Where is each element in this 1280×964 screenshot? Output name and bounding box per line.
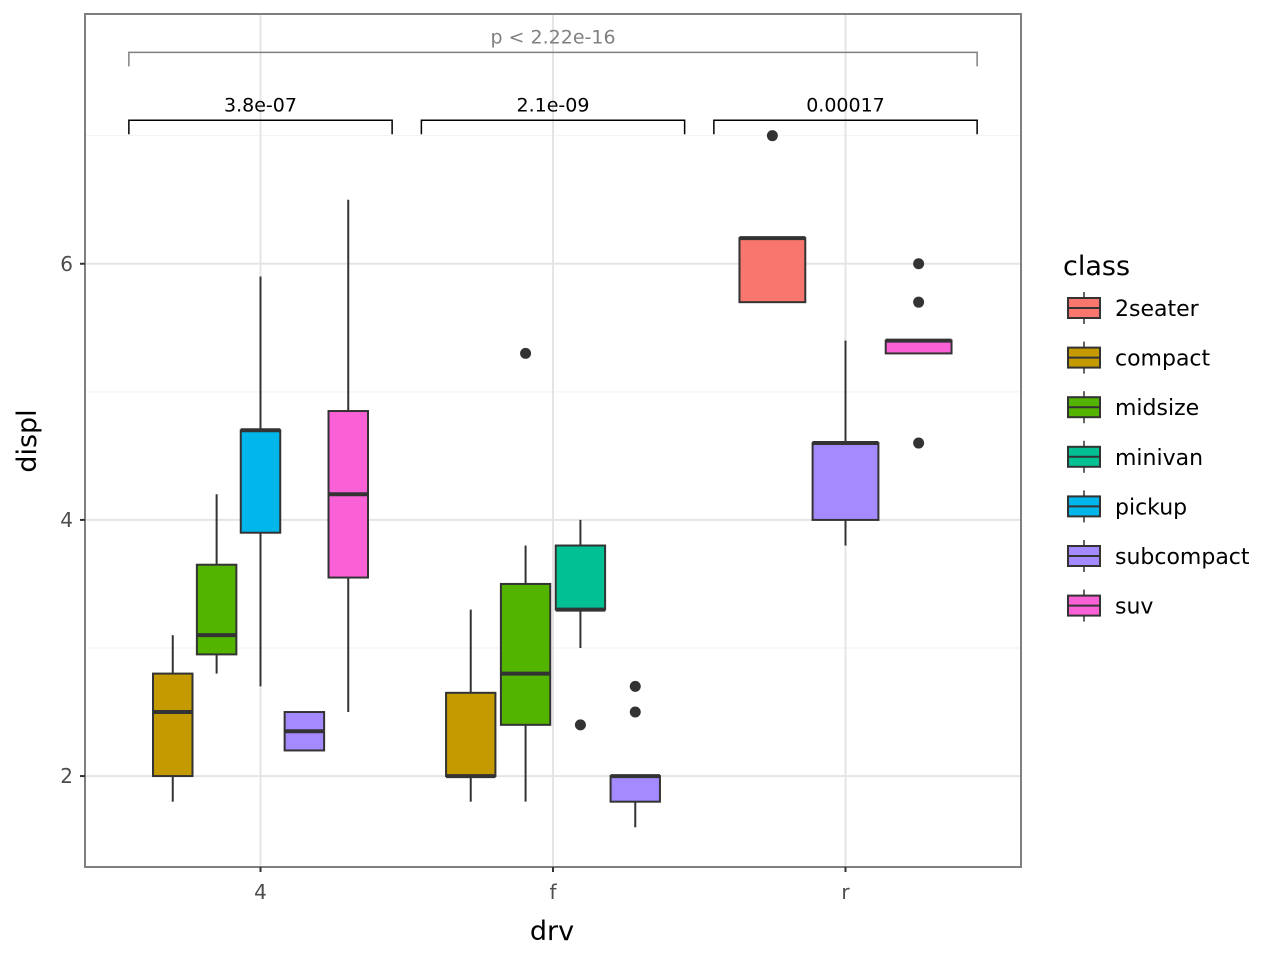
legend-label: suv [1115,595,1153,620]
outlier-point [520,347,532,359]
y-tick-label: 2 [60,764,73,788]
y-tick-label: 6 [60,252,73,276]
y-tick-label: 4 [60,508,73,532]
box-f-compact [445,691,497,778]
box-f-midsize [499,582,552,726]
outlier-point [766,130,778,142]
outlier-point [913,258,925,270]
overall-p-value-bracket [128,51,978,67]
legend-label: midsize [1115,396,1199,421]
box-f-minivan [554,544,607,611]
x-axis-title: drv [530,916,574,947]
outlier-point [913,296,925,308]
x-tick-label: f [549,880,557,904]
legend-title: class [1063,251,1130,282]
box-r-2seater [738,237,807,304]
box-r-subcompact [811,442,880,521]
boxes [152,130,953,828]
legend: class 2seater compact midsize minivan pickup… [1063,251,1250,622]
box-f-subcompact [609,775,661,803]
significance-annotations: p < 2.22e-16 3.8e-07 2.1e-09 0.00017 [128,26,978,135]
outlier-point [629,680,641,692]
box-4-compact [152,672,194,778]
pairwise-p-value-bracket [713,119,978,135]
axes: 2 4 6 4 f r [60,252,850,904]
pairwise-p-value-label: 0.00017 [806,94,885,116]
legend-label: subcompact [1115,545,1250,570]
outlier-point [629,706,641,718]
pairwise-p-value-bracket [128,119,393,135]
legend-label: compact [1115,347,1211,372]
legend-label: 2seater [1115,297,1200,322]
x-tick-label: r [841,880,850,904]
outlier-point [913,437,925,449]
pairwise-p-value-label: 2.1e-09 [517,94,590,116]
outlier-point [574,719,586,731]
box-4-pickup [239,429,282,534]
box-4-midsize [195,563,238,656]
pairwise-p-value-bracket [420,119,686,135]
legend-label: minivan [1115,446,1203,471]
x-tick-label: 4 [254,880,267,904]
pairwise-p-value-label: 3.8e-07 [224,94,297,116]
legend-label: pickup [1115,495,1187,520]
y-axis-title: displ [12,409,43,472]
overall-p-value-label: p < 2.22e-16 [490,26,615,48]
